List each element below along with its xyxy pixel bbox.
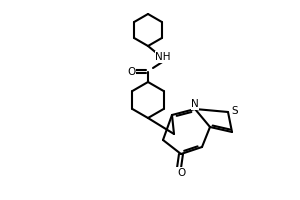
Text: O: O xyxy=(177,168,185,178)
Text: O: O xyxy=(127,67,135,77)
Text: NH: NH xyxy=(155,52,171,62)
Text: N: N xyxy=(191,99,199,109)
Text: S: S xyxy=(232,106,238,116)
